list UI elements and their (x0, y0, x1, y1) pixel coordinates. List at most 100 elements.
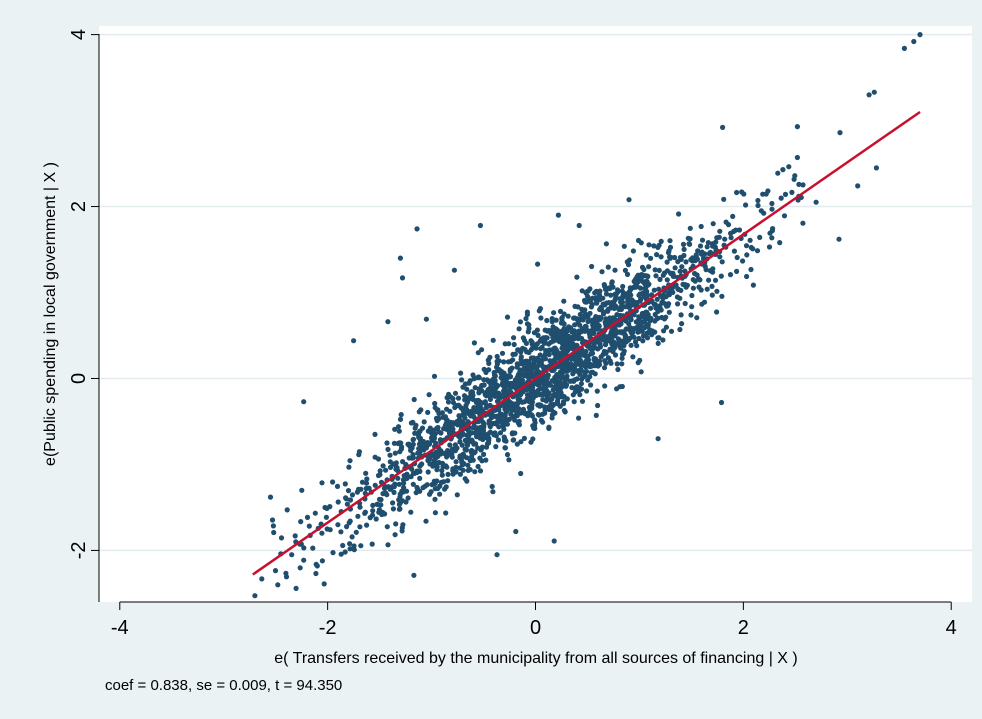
data-point (370, 502, 376, 508)
data-point (428, 489, 434, 495)
data-point (514, 374, 520, 380)
data-point (556, 374, 562, 380)
data-point (781, 213, 788, 219)
data-point (380, 509, 386, 515)
data-point (362, 510, 368, 516)
data-point (366, 485, 372, 491)
data-point (668, 328, 675, 334)
data-point (532, 425, 538, 431)
data-point (630, 248, 637, 254)
data-point (496, 407, 502, 413)
data-point (470, 392, 476, 398)
data-point (589, 263, 595, 270)
data-point (400, 522, 406, 528)
data-point (641, 266, 647, 273)
data-point (658, 238, 664, 244)
data-point (582, 307, 588, 313)
data-point (600, 309, 606, 315)
data-point (457, 434, 463, 441)
data-point (292, 533, 298, 539)
data-point (517, 319, 524, 325)
data-point (782, 191, 789, 197)
data-point (631, 278, 637, 284)
data-point (654, 316, 660, 322)
data-point (508, 407, 514, 413)
data-point (516, 418, 522, 424)
data-point (532, 420, 538, 426)
data-point (479, 428, 485, 434)
data-point (444, 406, 450, 412)
data-point (442, 486, 448, 492)
data-point (619, 288, 625, 294)
data-point (511, 341, 517, 348)
data-point (755, 202, 761, 209)
data-point (628, 317, 634, 323)
data-point (713, 239, 719, 245)
data-point (624, 271, 631, 277)
data-point (571, 399, 577, 405)
data-point (338, 551, 344, 557)
data-point (470, 407, 476, 413)
data-point (506, 373, 512, 379)
data-point (395, 424, 402, 430)
data-point (634, 283, 640, 289)
data-point (606, 300, 612, 306)
data-point (709, 292, 715, 298)
data-point (442, 422, 448, 429)
data-point (396, 428, 402, 434)
data-point (754, 248, 761, 254)
data-point (460, 384, 466, 390)
data-point (552, 356, 558, 362)
data-point (487, 396, 493, 402)
data-point (424, 482, 430, 488)
data-point (626, 197, 632, 203)
data-point (520, 335, 527, 341)
data-point (479, 347, 485, 353)
data-point (471, 413, 477, 420)
data-point (583, 324, 589, 330)
data-point (347, 497, 354, 503)
data-point (323, 514, 329, 520)
data-point (487, 386, 493, 392)
data-point (390, 506, 396, 512)
data-point (534, 357, 540, 363)
data-point (668, 254, 674, 260)
data-point (414, 226, 420, 232)
data-point (535, 261, 541, 267)
data-point (578, 329, 585, 335)
data-point (346, 464, 352, 470)
data-point (699, 249, 705, 255)
data-point (450, 471, 456, 477)
data-point (518, 349, 524, 355)
data-point (453, 459, 459, 465)
data-point (283, 574, 290, 580)
data-point (541, 356, 547, 362)
data-point (553, 317, 559, 323)
data-point (349, 492, 356, 498)
data-point (493, 433, 499, 439)
data-point (535, 332, 541, 338)
data-point (297, 565, 303, 571)
data-point (672, 254, 678, 261)
data-point (717, 254, 723, 260)
data-point (342, 481, 348, 487)
data-point (486, 360, 492, 366)
data-point (589, 363, 595, 369)
data-point (509, 365, 515, 371)
data-point (400, 489, 406, 495)
data-point (680, 281, 686, 287)
data-point (622, 335, 628, 341)
data-point (714, 309, 720, 315)
data-point (415, 450, 421, 456)
data-point (475, 463, 481, 470)
data-point (643, 310, 649, 316)
data-point (639, 328, 645, 334)
data-point (555, 212, 562, 218)
data-point (344, 524, 350, 530)
data-point (634, 343, 640, 349)
data-point (541, 380, 547, 387)
data-point (383, 467, 389, 473)
data-point (435, 424, 441, 431)
data-point (682, 300, 688, 307)
data-point (298, 519, 304, 525)
